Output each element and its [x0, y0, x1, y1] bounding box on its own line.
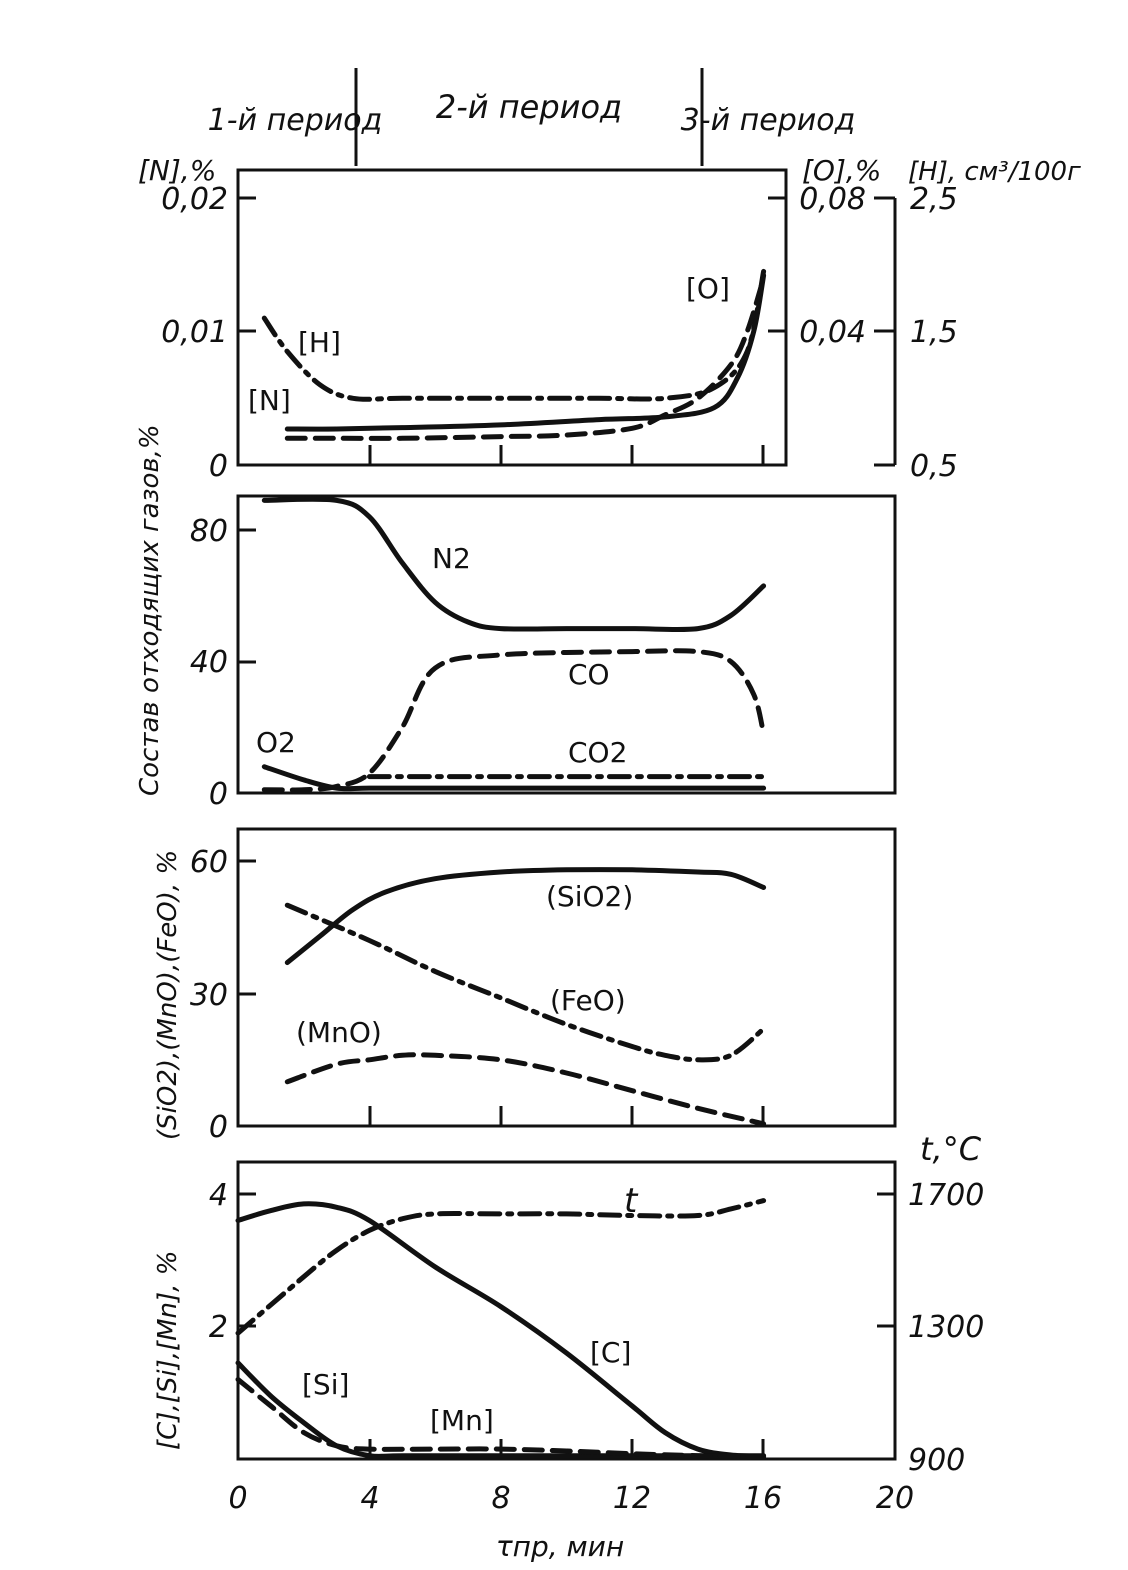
panel-1-ytick-0: 0	[209, 449, 228, 484]
series-label-MnO: (MnO)	[296, 1016, 382, 1049]
panel-2-frame	[236, 494, 897, 795]
panel-3-ytick-0: 0	[209, 1110, 228, 1145]
x-axis-label: τпр, мин	[496, 1530, 624, 1563]
panel-gases-in-metal: [N],% [O],% [H], см³/100г 0 0,01 0,02 0,…	[138, 154, 1081, 484]
xtick-12: 12	[613, 1481, 651, 1516]
panel-1-y2label: [O],%	[802, 154, 881, 187]
series-label-C: [C]	[590, 1336, 631, 1369]
panel-3-curves	[284, 867, 767, 1127]
panel-slag-composition: (SiO2),(MnO),(FeO), % 0 30 60 (SiO2) (Fe…	[153, 827, 897, 1145]
xtick-8: 8	[491, 1481, 510, 1516]
panel-1-y2tick-0: 0,04	[799, 315, 866, 350]
series-label-N2: N2	[432, 542, 471, 575]
panel-1-y3tick-1: 1,5	[910, 315, 958, 350]
panel-4-y2tick-2: 1700	[908, 1178, 984, 1213]
series-label-SiO2: (SiO2)	[546, 880, 633, 913]
series-line-feo	[284, 902, 767, 1063]
panel-2-ylabel: Состав отходящих газов,%	[135, 424, 165, 796]
period-header: 1-й период 2-й период 3-й период	[208, 68, 856, 166]
panel-4-frame	[236, 1160, 897, 1461]
period-3-label: 3-й период	[681, 103, 856, 138]
panel-3-frame	[236, 827, 897, 1128]
panel-3-ytick-1: 30	[190, 978, 228, 1013]
panel-4-y2tick-1: 1300	[908, 1310, 984, 1345]
panel-1-curves	[261, 268, 767, 441]
panel-2-ytick-0: 0	[209, 777, 228, 812]
panel-metal-composition: [C],[Si],[Mn], % t,°C 2 4 900 1300 1700 …	[153, 1130, 984, 1563]
panel-offgas-composition: Состав отходящих газов,% 0 40 80 N2 CO C…	[135, 424, 897, 812]
series-line-n2	[261, 496, 767, 633]
series-label-Mn: [Mn]	[430, 1404, 494, 1437]
panel-3-ytick-2: 60	[190, 845, 228, 880]
series-label-O: [O]	[686, 272, 730, 305]
panel-1-ytick-1: 0,01	[161, 315, 228, 350]
series-line-c	[235, 1201, 767, 1459]
series-label-N: [N]	[248, 384, 291, 417]
series-line-h	[261, 268, 767, 402]
series-label-FeO: (FeO)	[550, 984, 626, 1017]
series-line-o2	[261, 764, 767, 792]
panel-1-frame	[236, 168, 788, 467]
series-label-Si: [Si]	[302, 1368, 349, 1401]
panel-1-y3tick-2: 2,5	[910, 182, 958, 217]
panel-1-ylabel: [N],%	[138, 154, 216, 187]
panel-1-y3label: [H], см³/100г	[908, 157, 1081, 187]
panel-3-ylabel: (SiO2),(MnO),(FeO), %	[153, 850, 183, 1140]
series-label-t: t	[624, 1181, 639, 1221]
xtick-20: 20	[876, 1481, 914, 1516]
panel-4-ylabel: [C],[Si],[Mn], %	[153, 1251, 183, 1450]
panel-4-ytick-1: 4	[209, 1178, 228, 1213]
series-line-sio2	[284, 867, 767, 966]
panel-4-curves	[235, 1198, 767, 1460]
panel-4-y2tick-0: 900	[908, 1443, 965, 1478]
period-2-label: 2-й период	[436, 88, 622, 126]
series-line-n	[284, 272, 767, 432]
series-label-O2: O2	[256, 726, 296, 759]
period-1-label: 1-й период	[208, 103, 383, 138]
xtick-4: 4	[360, 1481, 379, 1516]
series-line-mno	[284, 1052, 767, 1127]
xtick-16: 16	[744, 1481, 782, 1516]
series-line-co	[261, 648, 767, 793]
panel-4-ytick-0: 2	[209, 1310, 228, 1345]
panel-1-y3tick-0: 0,5	[910, 449, 958, 484]
panel-2-curves	[261, 496, 767, 793]
panel-1-y2tick-1: 0,08	[799, 182, 866, 217]
panel-4-y2label: t,°C	[920, 1130, 982, 1168]
series-line-o	[284, 275, 767, 441]
series-line-mn	[235, 1377, 767, 1460]
xtick-0: 0	[228, 1481, 247, 1516]
series-label-H: [H]	[298, 326, 341, 359]
panel-2-ytick-1: 40	[190, 645, 228, 680]
panel-1-ytick-2: 0,02	[161, 182, 228, 217]
panel-2-ytick-2: 80	[190, 514, 228, 549]
series-line-t	[235, 1198, 767, 1336]
series-line-si	[235, 1360, 767, 1459]
series-label-CO: CO	[568, 658, 610, 691]
series-label-CO2: CO2	[568, 736, 627, 769]
